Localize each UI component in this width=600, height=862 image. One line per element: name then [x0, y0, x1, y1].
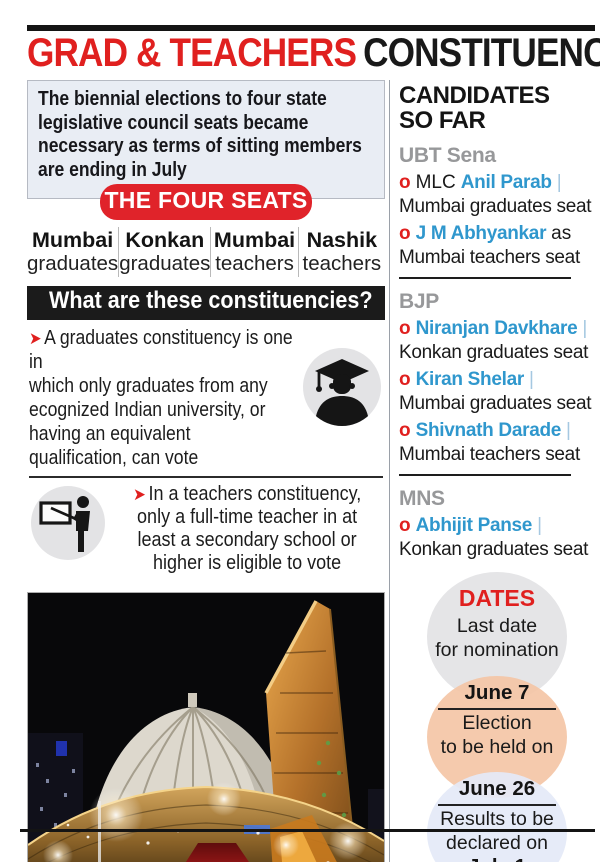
intro-line: legislative council seats became	[38, 111, 309, 134]
date-value: June 26	[458, 776, 536, 800]
seat-type: teachers	[215, 251, 294, 275]
candidate-name: J M Abhyankar	[415, 223, 547, 245]
candidate-name: Abhijit Panse	[415, 514, 533, 536]
intro-line: necessary as terms of sitting members	[38, 135, 362, 158]
candidate-name: Anil Parab	[460, 172, 552, 194]
date-value: June 7	[464, 680, 530, 704]
right-column: CANDIDATES SO FAR UBT Sena o MLC Anil Para…	[389, 80, 595, 862]
arrow-icon: ➤	[132, 484, 146, 504]
bullet-icon: o	[399, 419, 411, 441]
intro-line: The biennial elections to four state	[38, 88, 327, 110]
bullet-icon: o	[399, 514, 411, 536]
bullet-icon: o	[399, 223, 411, 245]
seat-label: Mumbai teachers seat	[399, 443, 580, 465]
party-heading-bjp: BJP	[399, 290, 439, 314]
candidate-name: Kiran Shelar	[415, 369, 525, 390]
top-rule	[27, 25, 595, 31]
date-line: Results to be	[440, 808, 554, 831]
date-circle-election: June 7 Election to be held on	[427, 675, 567, 798]
seat-label: Mumbai graduates seat	[399, 392, 592, 414]
candidate-item: o Kiran Shelar | Mumbai graduates seat	[399, 368, 595, 416]
date-line: Election	[462, 712, 532, 735]
candidate-item: o Shivnath Darade | Mumbai teachers seat	[399, 419, 595, 467]
seat-label: Konkan graduates seat	[399, 538, 589, 560]
seat-cell: Nashik teachers	[297, 227, 385, 277]
teacher-icon	[31, 485, 105, 560]
candidate-item: o Abhijit Panse | Konkan graduates seat	[399, 514, 595, 562]
date-line: for nomination	[435, 638, 559, 661]
date-circle-results: June 26 Results to be declared on July 1	[427, 771, 567, 862]
bullet-icon: o	[399, 172, 411, 194]
seat-region: Mumbai	[213, 228, 296, 253]
four-seats-badge: THE FOUR SEATS	[100, 184, 312, 221]
divider-line	[29, 475, 383, 478]
seat-type: graduates	[119, 251, 211, 275]
seat-cell: Mumbai teachers	[210, 227, 297, 277]
title-grad-teachers: GRAD & TEACHERS	[27, 31, 357, 75]
dates-section: DATES Last date for nomination June 7 El…	[399, 571, 595, 862]
pipe-separator: |	[566, 419, 571, 441]
bottom-rule	[20, 829, 595, 832]
party-heading-ubt-sena: UBT Sena	[399, 144, 496, 168]
pipe-separator: |	[582, 318, 588, 340]
seat-region: Konkan	[125, 228, 205, 253]
group-divider	[399, 277, 571, 280]
candidate-name: Niranjan Davkhare	[415, 318, 578, 340]
bullet-icon: o	[399, 318, 411, 340]
candidates-heading-line2: SO FAR	[399, 107, 486, 135]
note-line: only a full-time teacher in at	[137, 505, 358, 528]
pipe-separator: |	[528, 369, 534, 390]
bullet-icon: o	[399, 369, 411, 390]
candidates-heading-line1: CANDIDATES	[399, 82, 550, 109]
note-line: qualification, can vote	[29, 446, 199, 469]
party-heading-mns: MNS	[399, 486, 445, 510]
pipe-separator: |	[537, 514, 543, 536]
candidates-heading: CANDIDATES SO FAR	[399, 82, 595, 135]
graduate-icon	[303, 347, 381, 426]
junction-line	[438, 804, 556, 807]
seat-label: Mumbai teachers seat	[399, 247, 580, 269]
seat-label: Konkan graduates seat	[399, 342, 589, 364]
date-line: declared on	[446, 831, 548, 854]
seat-region: Mumbai	[31, 228, 114, 253]
seat-cell: Mumbai graduates	[27, 227, 118, 276]
building-photo	[27, 591, 385, 862]
junction-line	[438, 708, 556, 711]
note-line: least a secondary school or	[137, 528, 357, 551]
date-value: July 1	[468, 855, 526, 862]
graduates-note: ➤ A graduates constituency is one in whic…	[27, 320, 385, 476]
seat-region: Nashik	[306, 228, 378, 253]
pipe-separator: |	[556, 172, 562, 194]
arrow-icon: ➤	[29, 328, 42, 348]
date-line: Last date	[456, 615, 538, 638]
candidate-item: o MLC Anil Parab | Mumbai graduates seat	[399, 171, 595, 219]
note-line: ➤ In a teachers constituency,	[132, 482, 362, 505]
candidate-item: o Niranjan Davkhare | Konkan graduates sea…	[399, 317, 595, 365]
section-title: What are these constituencies?	[49, 286, 373, 314]
page-title: GRAD & TEACHERSCONSTITUENCIES	[27, 31, 600, 75]
seats-row: Mumbai graduates Konkan graduates Mumbai…	[27, 220, 385, 285]
seat-cell: Konkan graduates	[118, 227, 211, 277]
seat-type: graduates	[27, 251, 119, 275]
note-line: ➤ A graduates constituency is one in	[29, 326, 293, 373]
intro-box: The biennial elections to four state leg…	[27, 80, 385, 200]
seat-label: Mumbai graduates seat	[399, 196, 592, 218]
note-line: which only graduates from any	[29, 374, 268, 397]
seat-type: teachers	[302, 251, 382, 275]
intro-line: are ending in July	[38, 158, 187, 181]
title-constituencies: CONSTITUENCIES	[363, 31, 600, 75]
candidate-name: Shivnath Darade	[415, 419, 562, 441]
note-line: ecognized Indian university, or	[29, 398, 266, 421]
note-line: higher is eligible to vote	[153, 551, 342, 574]
date-line: to be held on	[440, 735, 554, 758]
group-divider	[399, 473, 571, 476]
dates-title: DATES	[458, 584, 536, 611]
section-bar: What are these constituencies?	[27, 285, 385, 320]
note-line: having an equivalent	[29, 422, 191, 445]
left-column: The biennial elections to four state leg…	[27, 80, 385, 862]
teachers-note: ➤ In a teachers constituency, only a full…	[27, 478, 385, 587]
